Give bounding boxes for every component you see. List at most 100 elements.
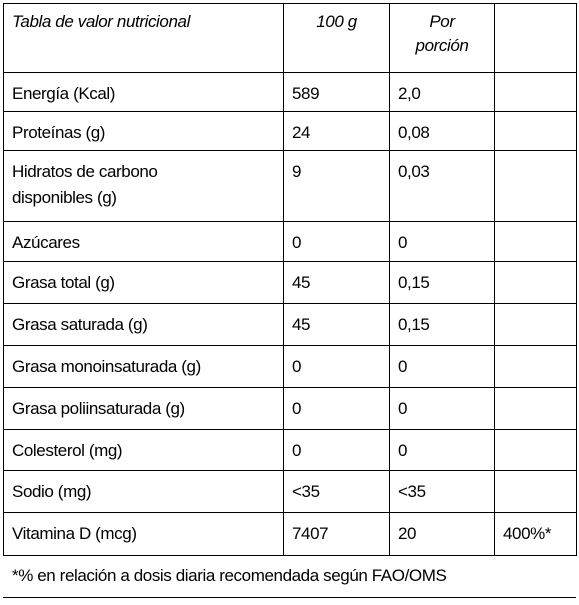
cell-text: Proteínas (g) bbox=[12, 123, 106, 142]
cell-text: 7407 bbox=[292, 524, 329, 543]
cell-text: 400%* bbox=[503, 524, 552, 543]
cell-text: 0 bbox=[292, 399, 302, 418]
value-cell: 589 bbox=[283, 72, 390, 112]
cell-text: Grasa saturada (g) bbox=[12, 315, 148, 334]
cell-text: 0 bbox=[292, 357, 302, 376]
cell-text: Grasa poliinsaturada (g) bbox=[12, 399, 185, 418]
value-cell: 0 bbox=[389, 221, 495, 262]
cell-text: 45 bbox=[292, 315, 311, 334]
cell-text: Grasa monoinsaturada (g) bbox=[12, 357, 201, 376]
value-cell: 0 bbox=[283, 429, 390, 471]
value-cell: 0,15 bbox=[389, 303, 495, 346]
value-cell: 0 bbox=[389, 345, 495, 388]
cell-text: 0,03 bbox=[398, 162, 430, 181]
cell-text: 0 bbox=[292, 233, 302, 252]
value-cell: Por porción bbox=[389, 3, 495, 73]
value-cell bbox=[494, 111, 577, 151]
row-label-cell: Grasa total (g) bbox=[3, 261, 284, 304]
row-label-cell: Proteínas (g) bbox=[3, 111, 284, 151]
value-cell bbox=[494, 150, 577, 222]
value-cell: 0,03 bbox=[389, 150, 495, 222]
row-label-cell: Energía (Kcal) bbox=[3, 72, 284, 112]
value-cell: 45 bbox=[283, 303, 390, 346]
table-row: Grasa poliinsaturada (g) 0 0 bbox=[3, 387, 577, 430]
value-cell bbox=[494, 261, 577, 304]
bottom-rule bbox=[3, 597, 576, 598]
row-label-cell: Sodio (mg) bbox=[3, 470, 284, 513]
cell-text: Energía (Kcal) bbox=[12, 84, 116, 103]
cell-text: 0,08 bbox=[398, 123, 430, 142]
value-cell: 24 bbox=[283, 111, 390, 151]
header-text: 100 g bbox=[316, 12, 357, 31]
row-label-cell: Tabla de valor nutricional bbox=[3, 3, 284, 73]
cell-text: Sodio (mg) bbox=[12, 482, 92, 501]
cell-text: 589 bbox=[292, 84, 320, 103]
cell-text: Hidratos de carbono disponibles (g) bbox=[12, 162, 158, 207]
value-cell: 0 bbox=[389, 387, 495, 430]
value-cell: 0 bbox=[283, 345, 390, 388]
table-row: Energía (Kcal) 589 2,0 bbox=[3, 72, 577, 112]
cell-text: Grasa total (g) bbox=[12, 273, 115, 292]
value-cell bbox=[494, 3, 577, 73]
row-label-cell: Azúcares bbox=[3, 221, 284, 262]
cell-text: 9 bbox=[292, 162, 302, 181]
value-cell: 20 bbox=[389, 512, 495, 556]
value-cell bbox=[494, 221, 577, 262]
cell-text: 0 bbox=[398, 357, 408, 376]
value-cell: 400%* bbox=[494, 512, 577, 556]
cell-text: Azúcares bbox=[12, 233, 80, 252]
value-cell: <35 bbox=[389, 470, 495, 513]
cell-text: 0 bbox=[398, 441, 408, 460]
value-cell: 0 bbox=[283, 387, 390, 430]
cell-text: 0,15 bbox=[398, 273, 430, 292]
row-label-cell: Colesterol (mg) bbox=[3, 429, 284, 471]
table-row: Grasa saturada (g) 45 0,15 bbox=[3, 303, 577, 346]
cell-text: 2,0 bbox=[398, 84, 421, 103]
row-label-cell: Grasa poliinsaturada (g) bbox=[3, 387, 284, 430]
value-cell: <35 bbox=[283, 470, 390, 513]
row-label-cell: Grasa saturada (g) bbox=[3, 303, 284, 346]
value-cell: 0,15 bbox=[389, 261, 495, 304]
value-cell: 100 g bbox=[283, 3, 390, 73]
value-cell: 0,08 bbox=[389, 111, 495, 151]
cell-text: 45 bbox=[292, 273, 311, 292]
value-cell bbox=[494, 303, 577, 346]
value-cell: 0 bbox=[389, 429, 495, 471]
value-cell bbox=[494, 470, 577, 513]
value-cell: 45 bbox=[283, 261, 390, 304]
value-cell: 7407 bbox=[283, 512, 390, 556]
header-text: Tabla de valor nutricional bbox=[12, 12, 190, 31]
value-cell bbox=[494, 429, 577, 471]
value-cell bbox=[494, 72, 577, 112]
cell-text: <35 bbox=[398, 482, 426, 501]
header-row: Tabla de valor nutricional 100 g Por porci… bbox=[3, 3, 577, 73]
nutrition-table: Tabla de valor nutricional 100 g Por porci… bbox=[3, 3, 577, 556]
table-row: Grasa total (g) 45 0,15 bbox=[3, 261, 577, 304]
cell-text: Vitamina D (mcg) bbox=[12, 524, 137, 543]
table-row: Proteínas (g) 24 0,08 bbox=[3, 111, 577, 151]
value-cell bbox=[494, 345, 577, 388]
value-cell: 0 bbox=[283, 221, 390, 262]
table-row: Sodio (mg) <35 <35 bbox=[3, 470, 577, 513]
cell-text: 24 bbox=[292, 123, 311, 142]
cell-text: 0 bbox=[398, 399, 408, 418]
cell-text: 0 bbox=[292, 441, 302, 460]
cell-text: 0 bbox=[398, 233, 408, 252]
table-row: Hidratos de carbono disponibles (g) 9 0,03 bbox=[3, 150, 577, 222]
table-row: Azúcares 0 0 bbox=[3, 221, 577, 262]
cell-text: Colesterol (mg) bbox=[12, 441, 123, 460]
row-label-cell: Grasa monoinsaturada (g) bbox=[3, 345, 284, 388]
value-cell bbox=[494, 387, 577, 430]
value-cell: 9 bbox=[283, 150, 390, 222]
footnote: *% en relación a dosis diaria recomendad… bbox=[12, 566, 447, 585]
table-row: Vitamina D (mcg) 7407 20 400%* bbox=[3, 512, 577, 556]
table-row: Grasa monoinsaturada (g) 0 0 bbox=[3, 345, 577, 388]
cell-text: 20 bbox=[398, 524, 417, 543]
cell-text: 0,15 bbox=[398, 315, 430, 334]
row-label-cell: Hidratos de carbono disponibles (g) bbox=[3, 150, 284, 222]
row-label-cell: Vitamina D (mcg) bbox=[3, 512, 284, 556]
header-text: Por porción bbox=[415, 12, 469, 55]
cell-text: <35 bbox=[292, 482, 320, 501]
value-cell: 2,0 bbox=[389, 72, 495, 112]
